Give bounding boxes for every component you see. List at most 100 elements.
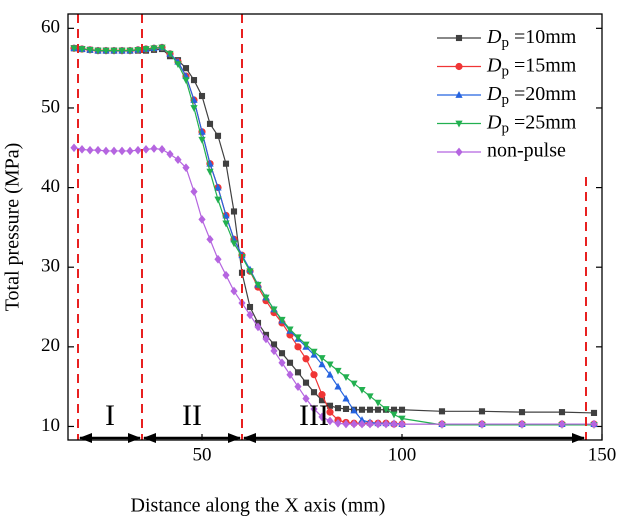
arrow-head bbox=[572, 433, 585, 443]
marker bbox=[318, 360, 326, 368]
marker bbox=[142, 46, 150, 53]
marker bbox=[326, 370, 334, 378]
y-tick-label: 40 bbox=[41, 176, 60, 197]
marker bbox=[206, 120, 214, 127]
marker bbox=[110, 47, 118, 55]
arrow-head bbox=[143, 433, 156, 443]
legend-marker bbox=[455, 147, 463, 157]
marker bbox=[270, 346, 278, 356]
marker bbox=[86, 46, 94, 54]
marker bbox=[150, 144, 158, 153]
marker bbox=[478, 408, 486, 415]
marker bbox=[438, 419, 446, 429]
marker bbox=[182, 77, 190, 85]
marker bbox=[222, 220, 230, 228]
marker bbox=[78, 46, 86, 53]
marker bbox=[590, 409, 598, 416]
marker bbox=[326, 402, 334, 409]
marker bbox=[126, 146, 134, 156]
marker bbox=[166, 50, 174, 58]
marker bbox=[174, 155, 182, 165]
marker bbox=[286, 370, 294, 380]
region-label: II bbox=[182, 399, 202, 432]
marker bbox=[286, 326, 294, 334]
marker bbox=[438, 408, 446, 415]
marker bbox=[310, 389, 318, 396]
marker bbox=[318, 397, 326, 404]
marker bbox=[158, 145, 166, 154]
marker bbox=[286, 359, 294, 366]
marker bbox=[366, 393, 374, 401]
marker bbox=[86, 145, 94, 155]
marker bbox=[350, 419, 358, 429]
arrow-head bbox=[79, 433, 92, 443]
marker bbox=[350, 380, 358, 388]
marker bbox=[398, 406, 406, 413]
marker bbox=[270, 306, 278, 314]
marker bbox=[310, 371, 318, 379]
marker bbox=[206, 235, 214, 244]
marker bbox=[318, 355, 326, 362]
marker bbox=[342, 405, 350, 413]
marker bbox=[206, 168, 214, 176]
x-tick-label: 150 bbox=[588, 444, 617, 465]
marker bbox=[110, 146, 118, 156]
marker bbox=[190, 105, 198, 112]
marker bbox=[342, 419, 350, 429]
marker bbox=[318, 391, 326, 399]
marker bbox=[94, 145, 102, 155]
marker bbox=[294, 334, 302, 342]
marker bbox=[118, 47, 126, 55]
marker bbox=[398, 415, 406, 423]
marker bbox=[590, 419, 598, 429]
marker bbox=[358, 386, 366, 394]
marker bbox=[334, 405, 342, 412]
marker bbox=[358, 419, 366, 429]
marker bbox=[358, 406, 366, 413]
marker bbox=[278, 316, 286, 324]
marker bbox=[334, 367, 342, 375]
legend-marker bbox=[455, 34, 463, 42]
marker bbox=[262, 334, 270, 344]
marker bbox=[222, 270, 230, 280]
marker bbox=[366, 419, 374, 429]
marker bbox=[182, 163, 190, 172]
marker bbox=[230, 286, 238, 296]
y-tick-label: 10 bbox=[41, 415, 60, 436]
x-tick-label: 50 bbox=[193, 444, 212, 465]
marker bbox=[270, 341, 278, 348]
marker bbox=[190, 77, 198, 84]
marker bbox=[302, 394, 310, 403]
marker bbox=[558, 419, 566, 429]
marker bbox=[310, 404, 318, 414]
marker bbox=[254, 322, 262, 332]
marker bbox=[174, 61, 182, 69]
marker bbox=[334, 418, 342, 428]
plot-frame bbox=[67, 13, 603, 441]
marker bbox=[142, 145, 150, 154]
legend-label: Dp =10mm bbox=[486, 26, 577, 52]
series-line bbox=[73, 147, 594, 425]
marker bbox=[94, 47, 102, 55]
legend-marker bbox=[455, 120, 463, 128]
marker bbox=[294, 369, 302, 376]
marker bbox=[246, 268, 254, 276]
marker bbox=[262, 294, 270, 302]
marker bbox=[278, 350, 286, 357]
marker bbox=[342, 394, 350, 402]
marker bbox=[518, 409, 526, 416]
marker bbox=[246, 303, 254, 311]
marker bbox=[278, 358, 286, 368]
y-axis-label: Total pressure (MPa) bbox=[2, 143, 24, 312]
x-axis-label: Distance along the X axis (mm) bbox=[131, 495, 386, 517]
arrow-head bbox=[128, 433, 141, 443]
marker bbox=[102, 146, 110, 156]
marker bbox=[390, 406, 398, 413]
marker bbox=[374, 399, 382, 407]
marker bbox=[390, 419, 398, 429]
marker bbox=[310, 348, 318, 356]
legend-label: non-pulse bbox=[487, 140, 566, 162]
marker bbox=[326, 408, 334, 416]
legend-label: Dp =25mm bbox=[486, 111, 577, 137]
marker bbox=[190, 187, 198, 196]
